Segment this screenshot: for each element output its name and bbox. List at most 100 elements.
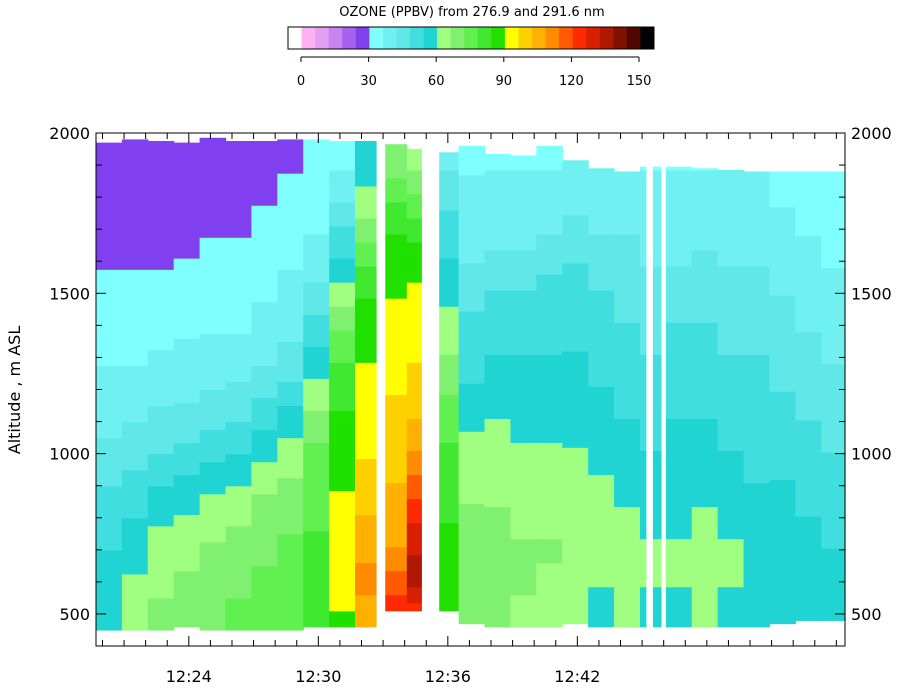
heatmap-cell — [510, 242, 537, 251]
heatmap-cell — [432, 594, 460, 604]
heatmap-cell — [96, 149, 123, 158]
heatmap-cell — [458, 278, 486, 288]
heatmap-cell — [329, 562, 356, 572]
heatmap-cell — [303, 282, 330, 291]
heatmap-cell — [562, 326, 589, 336]
heatmap-cell — [691, 306, 719, 315]
heatmap-cell — [432, 586, 460, 596]
heatmap-cell — [355, 314, 382, 323]
heatmap-cell — [225, 621, 253, 631]
heatmap-cell — [510, 378, 537, 387]
heatmap-cell — [355, 169, 382, 179]
heatmap-cell — [795, 171, 822, 181]
heatmap-cell — [821, 612, 846, 621]
heatmap-cell — [795, 508, 822, 517]
heatmap-cell — [147, 333, 175, 343]
heatmap-cell — [562, 583, 589, 593]
heatmap-cell — [510, 201, 537, 211]
heatmap-cell — [484, 578, 512, 588]
heatmap-cell — [277, 285, 304, 294]
x-axis-ticks: 12:24 12:30 12:36 12:42 — [101, 133, 837, 686]
heatmap-cell — [406, 306, 434, 315]
heatmap-cell — [821, 572, 846, 581]
heatmap-cell — [303, 514, 330, 524]
heatmap-cell — [355, 217, 382, 227]
heatmap-cell — [795, 403, 822, 413]
heatmap-cell — [225, 445, 253, 455]
heatmap-cell — [691, 434, 719, 444]
heatmap-cell — [795, 355, 822, 365]
heatmap-cell — [173, 250, 201, 259]
heatmap-cell — [769, 230, 796, 240]
heatmap-cell — [484, 185, 512, 195]
heatmap-cell — [536, 426, 563, 435]
heatmap-cell — [329, 610, 356, 620]
heatmap-cell — [484, 177, 512, 187]
heatmap-cell — [225, 517, 253, 527]
heatmap-cell — [588, 330, 615, 339]
heatmap-cell — [484, 522, 512, 532]
heatmap-cell — [717, 298, 745, 307]
heatmap-cell — [484, 538, 512, 548]
heatmap-cell — [484, 618, 512, 628]
heatmap-cell — [147, 213, 175, 222]
heatmap-cell — [795, 179, 822, 189]
heatmap-cell — [743, 338, 771, 347]
heatmap-cell — [329, 538, 356, 548]
y-tick-label-right: 500 — [851, 605, 882, 624]
heatmap-cell — [380, 522, 408, 532]
heatmap-cell — [588, 570, 615, 580]
heatmap-cell — [717, 378, 745, 387]
heatmap-cell — [199, 317, 227, 326]
heatmap-cell — [665, 466, 693, 476]
heatmap-cell — [639, 370, 667, 379]
heatmap-cell — [380, 530, 408, 540]
heatmap-cell — [588, 354, 615, 363]
heatmap-cell — [536, 169, 563, 179]
heatmap-cell — [303, 139, 330, 147]
heatmap-cell — [769, 171, 796, 176]
heatmap-cell — [562, 198, 589, 208]
colorbar-cell — [599, 27, 614, 49]
heatmap-cell — [355, 185, 382, 195]
heatmap-cell — [458, 310, 486, 320]
heatmap-cell — [225, 157, 253, 166]
heatmap-cell — [458, 583, 486, 593]
heatmap-cell — [510, 442, 537, 452]
heatmap-cell — [121, 285, 149, 294]
heatmap-cell — [795, 323, 822, 333]
heatmap-cell — [225, 605, 253, 615]
heatmap-cell — [510, 546, 537, 556]
x-tick-label: 12:30 — [295, 667, 341, 686]
heatmap-cell — [432, 538, 460, 548]
heatmap-cell — [665, 386, 693, 395]
heatmap-cell — [329, 570, 356, 580]
heatmap-cell — [614, 610, 641, 620]
heatmap-cell — [588, 610, 615, 620]
heatmap-cell — [432, 490, 460, 500]
heatmap-cell — [432, 258, 460, 267]
heatmap-cell — [121, 589, 149, 599]
heatmap-cell — [562, 407, 589, 416]
heatmap-cell — [717, 193, 745, 203]
heatmap-cell — [536, 282, 563, 291]
heatmap-cell — [303, 217, 330, 227]
heatmap-cell — [96, 469, 123, 479]
x-tick-label: 12:42 — [554, 667, 600, 686]
heatmap-cell — [743, 298, 771, 307]
heatmap-cell — [795, 540, 822, 549]
heatmap-cell — [432, 314, 460, 323]
heatmap-cell — [225, 493, 253, 503]
heatmap-cell — [329, 258, 356, 267]
heatmap-cell — [769, 487, 796, 496]
heatmap-cell — [251, 477, 278, 487]
heatmap-cell — [717, 314, 745, 323]
heatmap-cell — [691, 258, 719, 267]
heatmap-cell — [717, 217, 745, 227]
heatmap-cell — [225, 541, 253, 551]
heatmap-cell — [251, 213, 278, 222]
heatmap-cell — [769, 431, 796, 440]
heatmap-cell — [406, 185, 434, 195]
heatmap-cell — [277, 325, 304, 334]
heatmap-cell — [769, 471, 796, 480]
